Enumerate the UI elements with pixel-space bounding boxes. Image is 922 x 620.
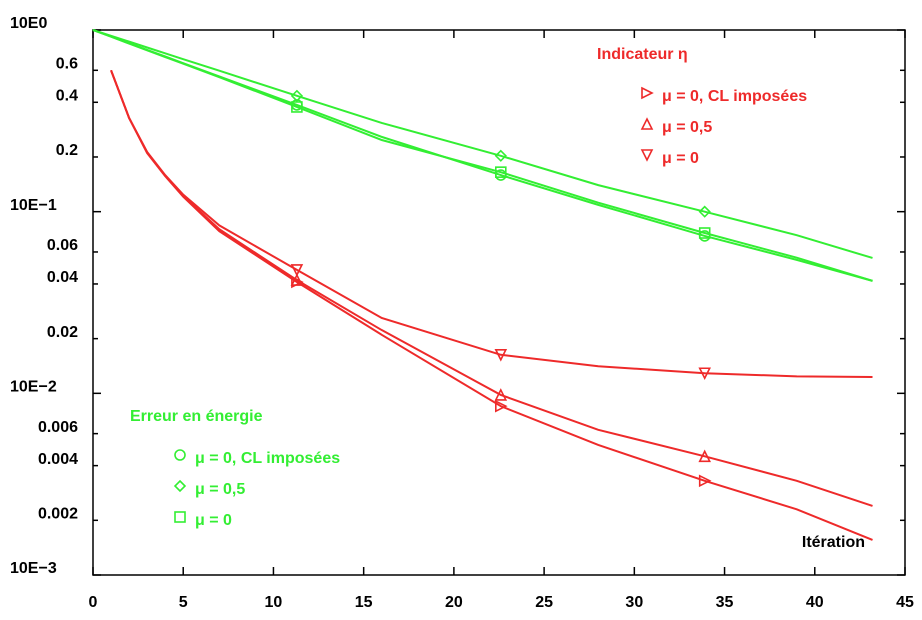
y-tick-label: 10E0 [10, 15, 47, 32]
x-tick-label: 35 [716, 594, 734, 611]
x-tick-label: 20 [445, 594, 463, 611]
legend-label: μ = 0,5 [662, 119, 712, 136]
legend-marker [640, 117, 654, 130]
marker [495, 399, 508, 413]
legend-marker [640, 149, 654, 162]
marker [698, 449, 712, 463]
marker [698, 474, 712, 488]
legend-title: Indicateur η [597, 46, 688, 63]
series-line [110, 69, 873, 541]
marker [698, 205, 711, 218]
series-line [110, 69, 873, 507]
y-tick-label: 0.02 [47, 324, 78, 341]
x-axis-label: Itération [802, 534, 865, 551]
y-tick-label: 0.04 [47, 269, 78, 286]
legend-label: μ = 0, CL imposées [662, 88, 807, 105]
marker [291, 101, 303, 113]
y-tick-label: 10E−2 [10, 379, 57, 396]
x-tick-label: 15 [355, 594, 373, 611]
y-tick-label: 0.004 [38, 451, 78, 468]
y-tick-label: 10E−3 [10, 560, 57, 577]
marker [495, 166, 507, 178]
legend-marker [174, 449, 186, 461]
legend-marker [641, 86, 654, 100]
marker [698, 367, 712, 381]
marker [290, 264, 304, 277]
y-tick-label: 0.2 [56, 142, 78, 159]
x-tick-label: 25 [535, 594, 553, 611]
x-tick-label: 40 [806, 594, 824, 611]
legend-marker [173, 479, 187, 493]
x-tick-label: 5 [179, 594, 188, 611]
series-line [92, 29, 873, 259]
x-tick-label: 10 [265, 594, 283, 611]
marker [698, 227, 711, 239]
legend-title: Erreur en énergie [130, 408, 263, 425]
marker [290, 89, 304, 102]
marker [494, 348, 508, 362]
y-tick-label: 0.6 [56, 56, 78, 73]
y-tick-label: 0.4 [56, 88, 78, 105]
y-tick-label: 0.006 [38, 419, 78, 436]
marker [494, 149, 507, 162]
x-tick-label: 0 [89, 594, 98, 611]
x-tick-label: 30 [625, 594, 643, 611]
marker [494, 388, 508, 401]
x-tick-label: 45 [896, 594, 914, 611]
plot-frame [92, 29, 906, 576]
series-line [110, 69, 873, 379]
y-tick-label: 0.06 [47, 237, 78, 254]
legend-label: μ = 0,5 [195, 481, 245, 498]
legend-label: μ = 0 [662, 150, 699, 167]
y-tick-label: 0.002 [38, 506, 78, 523]
series-line [92, 29, 873, 282]
legend-label: μ = 0 [195, 512, 232, 529]
legend-label: μ = 0, CL imposées [195, 450, 340, 467]
y-tick-label: 10E−1 [10, 197, 57, 214]
legend-marker [174, 511, 186, 523]
marker [290, 273, 304, 286]
